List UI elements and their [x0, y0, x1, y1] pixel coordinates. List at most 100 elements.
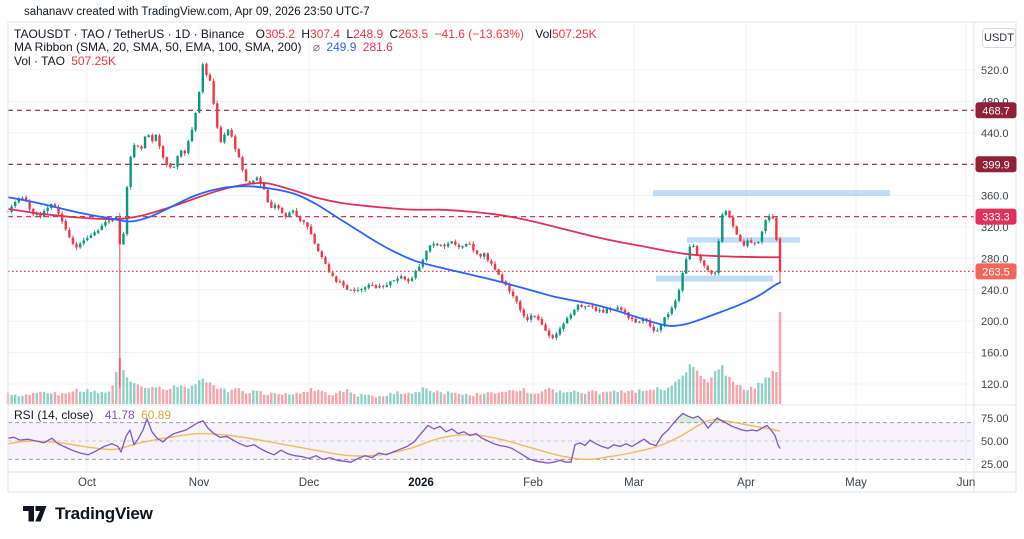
support-resistance-zone[interactable] — [656, 275, 773, 282]
candle[interactable] — [378, 283, 381, 289]
candle[interactable] — [706, 264, 710, 272]
candle[interactable] — [374, 284, 378, 289]
time-axis[interactable]: Oct Nov Dec 2026 Feb Mar Apr May Jun — [78, 477, 975, 489]
tradingview-logo[interactable]: TradingView — [22, 504, 153, 524]
candle[interactable] — [432, 241, 435, 248]
candle[interactable] — [277, 204, 280, 210]
candle[interactable] — [587, 304, 590, 307]
candle[interactable] — [522, 307, 526, 319]
candle[interactable] — [688, 244, 692, 261]
candle[interactable] — [533, 315, 536, 319]
level-lines[interactable] — [8, 109, 974, 272]
candle[interactable] — [60, 211, 64, 224]
candle[interactable] — [17, 197, 21, 204]
candle[interactable] — [735, 225, 738, 236]
candle[interactable] — [428, 245, 432, 253]
candle[interactable] — [338, 279, 342, 284]
candle[interactable] — [313, 232, 316, 245]
candle[interactable] — [136, 145, 140, 148]
candle[interactable] — [212, 78, 215, 105]
candle[interactable] — [537, 314, 540, 321]
candle[interactable] — [129, 155, 132, 190]
candle[interactable] — [446, 241, 450, 249]
candle[interactable] — [208, 72, 212, 82]
candle[interactable] — [194, 112, 197, 132]
candle[interactable] — [46, 205, 49, 214]
candle[interactable] — [89, 233, 93, 239]
candle[interactable] — [327, 262, 331, 274]
candle[interactable] — [331, 271, 334, 277]
candle[interactable] — [291, 209, 295, 215]
candle[interactable] — [259, 175, 262, 187]
rsi-line[interactable] — [7, 412, 781, 464]
candle[interactable] — [501, 272, 504, 283]
candle[interactable] — [353, 287, 356, 293]
candle[interactable] — [753, 242, 756, 246]
candle[interactable] — [565, 316, 569, 324]
candle[interactable] — [201, 62, 204, 94]
candle[interactable] — [342, 280, 345, 289]
candle[interactable] — [68, 227, 71, 239]
candle[interactable] — [140, 145, 143, 151]
candle[interactable] — [172, 166, 176, 169]
candle[interactable] — [731, 214, 735, 229]
candle[interactable] — [317, 243, 320, 253]
candle[interactable] — [349, 289, 352, 291]
candle[interactable] — [396, 275, 399, 284]
candle[interactable] — [436, 242, 439, 246]
drawing-zones[interactable] — [653, 190, 890, 282]
candle[interactable] — [486, 252, 489, 263]
currency-unit-button[interactable]: USDT — [982, 28, 1016, 48]
candle[interactable] — [75, 241, 78, 251]
candle[interactable] — [176, 155, 179, 170]
candle[interactable] — [746, 238, 749, 248]
candle[interactable] — [151, 133, 154, 144]
candle[interactable] — [35, 211, 39, 218]
candle[interactable] — [598, 307, 601, 313]
candle[interactable] — [414, 269, 417, 280]
candle[interactable] — [385, 282, 388, 288]
candle[interactable] — [280, 206, 284, 214]
candle[interactable] — [724, 209, 728, 217]
candle[interactable] — [529, 313, 533, 323]
candle[interactable] — [439, 244, 443, 247]
candle[interactable] — [381, 284, 385, 289]
candle[interactable] — [93, 230, 96, 237]
candle[interactable] — [335, 275, 338, 284]
candle[interactable] — [547, 328, 551, 339]
candle[interactable] — [122, 232, 125, 245]
candle[interactable] — [472, 241, 475, 253]
candle[interactable] — [356, 287, 360, 293]
candle[interactable] — [659, 324, 663, 333]
candle[interactable] — [219, 125, 223, 143]
candle[interactable] — [71, 235, 75, 246]
candle[interactable] — [78, 241, 82, 249]
candle[interactable] — [580, 303, 583, 308]
ma-ribbon-legend[interactable]: MA Ribbon (SMA, 20, SMA, 50, EMA, 100, S… — [14, 40, 393, 54]
candle[interactable] — [721, 212, 724, 244]
candle[interactable] — [620, 306, 623, 312]
candle[interactable] — [652, 323, 655, 334]
candle[interactable] — [107, 220, 111, 225]
candle[interactable] — [143, 136, 147, 149]
candle[interactable] — [515, 295, 518, 304]
candle[interactable] — [183, 149, 186, 157]
candle[interactable] — [118, 212, 122, 388]
candle[interactable] — [418, 264, 421, 272]
candle[interactable] — [190, 127, 194, 143]
candle[interactable] — [540, 316, 544, 326]
candle[interactable] — [270, 199, 273, 209]
candle[interactable] — [223, 132, 226, 144]
candle[interactable] — [692, 243, 695, 248]
candle[interactable] — [573, 308, 576, 316]
candle[interactable] — [363, 286, 367, 293]
candle[interactable] — [367, 282, 370, 290]
candle[interactable] — [742, 239, 746, 247]
candle[interactable] — [309, 223, 313, 235]
candle[interactable] — [147, 134, 150, 138]
candle[interactable] — [125, 185, 129, 237]
candle[interactable] — [450, 241, 453, 245]
candle[interactable] — [544, 322, 547, 332]
candle[interactable] — [57, 205, 60, 216]
